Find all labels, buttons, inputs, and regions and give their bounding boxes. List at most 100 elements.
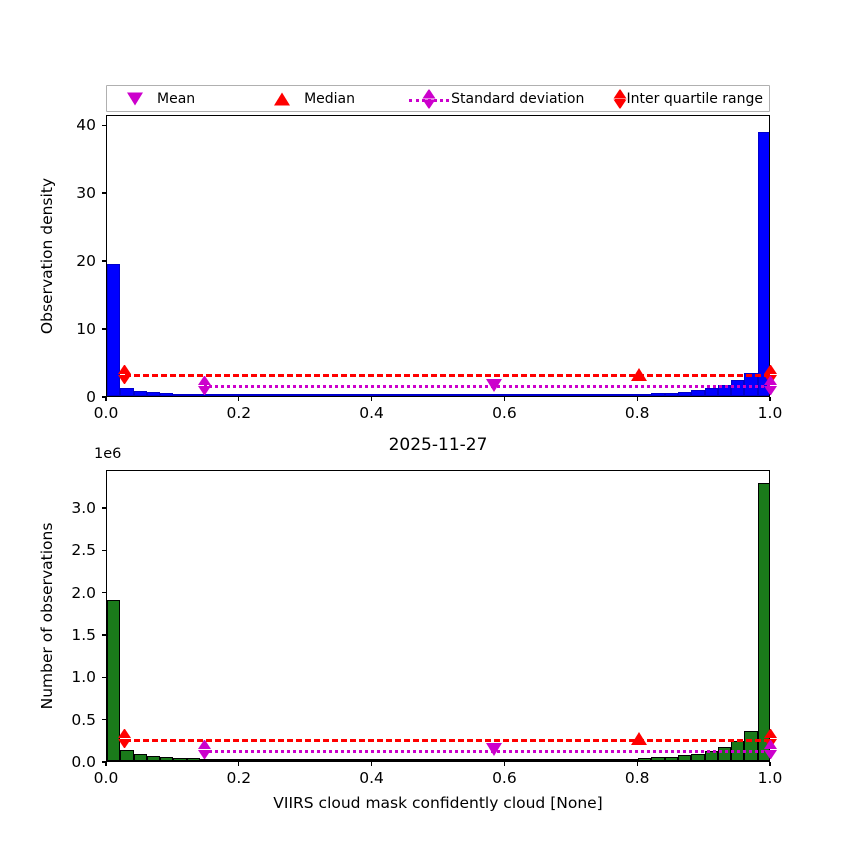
legend-label: Mean [157,90,196,107]
median-marker [630,732,647,746]
down-triangle-icon [113,88,157,110]
histogram-bar [664,756,679,761]
x-tick [105,397,107,401]
y-tick [102,260,106,262]
histogram-bar [492,759,506,761]
x-tick-label: 0.6 [492,404,517,422]
histogram-bar [611,758,625,761]
histogram-bar [372,394,386,396]
histogram-bar [545,759,559,761]
histogram-bar [146,392,161,396]
histogram-bar [611,394,625,396]
histogram-bar [412,759,426,761]
x-tick-label: 1.0 [757,769,783,787]
histogram-bar [399,394,413,396]
mean-marker [486,378,503,392]
x-tick [370,762,373,766]
iqr-marker-low [118,729,132,749]
std-deviation-marker-low [197,375,211,395]
histogram-bar [558,394,572,396]
histogram-bar [107,600,121,761]
histogram-bar [120,387,134,396]
histogram-bar [492,394,506,396]
std-deviation-marker-high [763,740,777,760]
iqr-line [124,738,770,742]
y-tick-label: 1.0 [71,668,96,687]
legend-label: Standard deviation [451,90,585,107]
histogram-bar [425,394,439,396]
histogram-bar [651,393,665,396]
y-tick [102,328,106,330]
observation-density-axes [106,115,770,397]
iqr-line [124,374,770,378]
x-tick [636,397,638,401]
y-tick [102,507,106,509]
iqr-symbol [613,89,627,108]
histogram-bar [160,393,174,396]
legend-item: Inter quartile range [613,86,763,111]
histogram-bar [465,759,479,761]
histogram-bar [505,759,519,761]
histogram-bar [518,394,532,396]
iqr-marker-low [118,364,132,384]
histogram-bar [678,391,692,396]
y-tick-label: 30 [76,184,96,203]
histogram-bar [598,394,612,396]
histogram-bar [545,394,559,396]
histogram-bar [651,757,665,761]
x-tick-label: 0.2 [226,404,252,422]
histogram-bar [253,394,267,396]
y-tick-label: 1.5 [71,626,96,645]
histogram-bar [372,759,386,761]
y-tick-label: 2.0 [71,583,96,602]
histogram-bar [385,394,400,396]
histogram-bar [452,759,466,761]
y-tick [102,549,106,552]
x-tick [503,762,506,766]
histogram-bar [465,394,479,396]
histogram-bar [704,388,718,396]
histogram-bar [585,759,599,761]
x-tick [503,397,506,401]
legend-item: Mean [113,86,260,111]
x-tick [105,762,107,766]
x-tick [769,762,771,766]
histogram-bar [319,759,333,761]
observation-density-plot-area [107,116,769,396]
histogram-bar [239,759,254,761]
y-tick-label: 3.0 [71,499,96,518]
histogram-bar [638,758,652,761]
histogram-bar [439,759,453,761]
y-tick-label: 0.0 [71,753,96,771]
histogram-bar [160,757,174,761]
y-tick-label: 0.5 [71,710,96,729]
x-tick [238,397,240,401]
histogram-bar [266,394,280,396]
histogram-bar [332,759,347,761]
histogram-bar [226,759,240,761]
histogram-bar [292,759,307,761]
histogram-bar [107,263,121,396]
std-deviation-marker-high [763,375,777,395]
histogram-bar [306,394,320,396]
x-tick-label: 0.6 [492,769,517,787]
legend-item: Median [260,86,407,111]
chart-title: 2025-11-27 [388,435,488,455]
y-tick [102,634,106,636]
histogram-bar [691,753,705,761]
x-tick-label: 1.0 [757,404,783,422]
y-tick [102,719,106,721]
histogram-bar [731,380,745,396]
x-tick [769,397,771,401]
std-deviation-symbol [422,89,436,108]
histogram-bar [226,394,240,396]
histogram-bar [186,758,200,761]
x-tick-label: 0.8 [624,404,650,422]
histogram-bar [332,394,347,396]
observation-density-ylabel: Observation density [38,177,56,335]
y-tick-label: 0 [86,388,96,406]
number-of-observations-plot-area [107,471,769,761]
histogram-bar [664,392,679,396]
x-tick [238,762,240,766]
